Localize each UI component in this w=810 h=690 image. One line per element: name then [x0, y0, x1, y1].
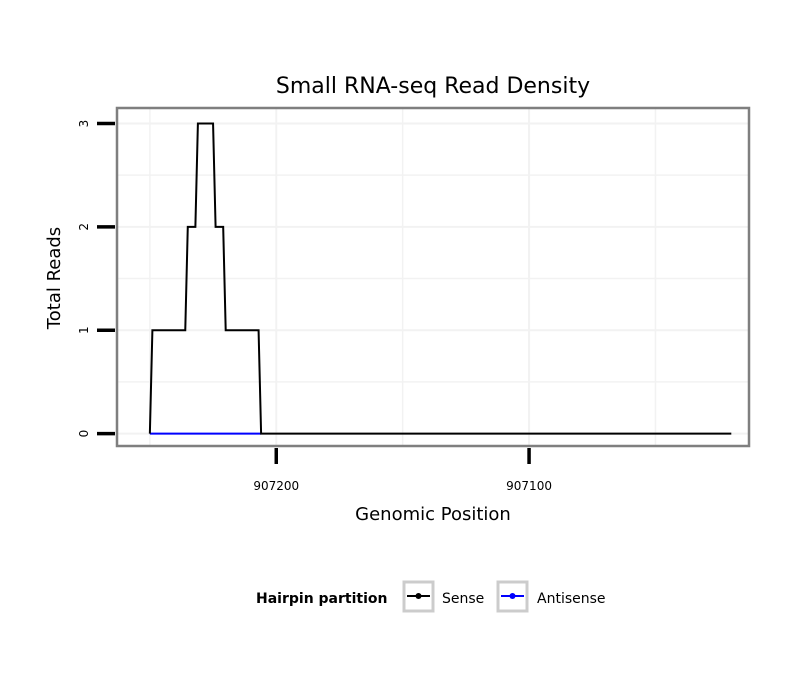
plot-panel [117, 108, 749, 446]
y-axis-title: Total Reads [44, 227, 65, 330]
chart-title: Small RNA-seq Read Density [276, 74, 590, 99]
series-line-sense [148, 122, 732, 435]
x-axis-title: Genomic Position [355, 504, 511, 525]
y-tick-label-3: 3 [77, 120, 91, 128]
y-tick-label-1: 1 [77, 326, 91, 334]
legend-label-antisense: Antisense [537, 591, 606, 607]
x-tick-label-907200: 907200 [253, 479, 299, 493]
legend-title: Hairpin partition [256, 591, 387, 607]
legend-label-sense: Sense [442, 591, 484, 607]
x-axis: 907200 907100 [253, 448, 552, 493]
y-axis: 0 1 2 3 [77, 120, 115, 438]
x-tick-label-907100: 907100 [506, 479, 552, 493]
legend: Hairpin partition Sense Antisense [256, 580, 606, 613]
legend-point-sense [415, 593, 422, 599]
legend-item-antisense: Antisense [496, 580, 606, 613]
plot-border [115, 106, 751, 448]
series-lines [148, 122, 732, 435]
legend-item-sense: Sense [402, 580, 484, 613]
y-tick-label-0: 0 [77, 430, 91, 438]
legend-point-antisense [509, 593, 516, 599]
y-tick-label-2: 2 [77, 223, 91, 231]
